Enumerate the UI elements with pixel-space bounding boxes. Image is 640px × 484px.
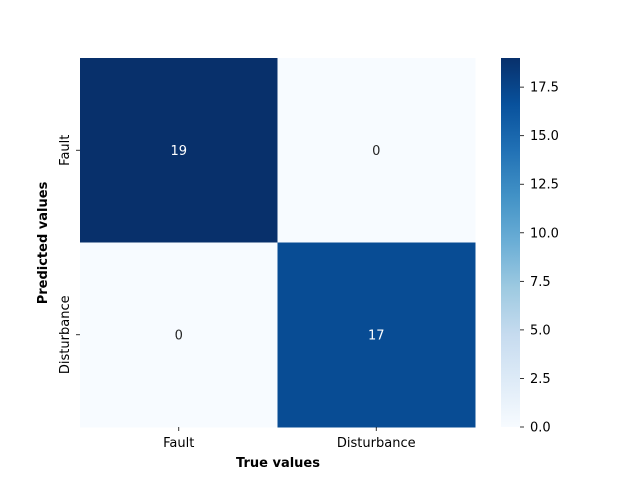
y-tick-label: Fault <box>58 135 73 166</box>
colorbar-gradient <box>501 58 520 427</box>
cell-annotations: 19 0 0 17 <box>170 144 384 344</box>
colorbar-tick-label: 7.5 <box>530 275 551 290</box>
heatmap-cell <box>80 242 278 428</box>
x-axis-ticks: Fault Disturbance <box>163 427 416 451</box>
cell-value-label: 0 <box>175 328 183 343</box>
cell-value-label: 0 <box>372 144 380 159</box>
colorbar-tick-label: 12.5 <box>530 178 559 193</box>
heatmap-cell <box>277 58 476 243</box>
y-tick-label: Disturbance <box>58 295 73 374</box>
heatmap-cell <box>277 242 476 428</box>
cell-value-label: 17 <box>368 328 385 343</box>
heatmap-cell <box>80 58 278 243</box>
x-tick-label: Fault <box>163 436 194 451</box>
x-tick-label: Disturbance <box>337 436 416 451</box>
colorbar-tick-label: 15.0 <box>530 129 559 144</box>
cell-value-label: 19 <box>170 144 187 159</box>
y-axis-label: Predicted values <box>36 181 51 304</box>
colorbar-tick-label: 0.0 <box>530 421 551 436</box>
colorbar: 0.0 2.5 5.0 7.5 10.0 12.5 15.0 17.5 <box>501 58 559 436</box>
x-axis-label: True values <box>236 456 320 471</box>
colorbar-tick-label: 5.0 <box>530 323 551 338</box>
y-axis-ticks: Fault Disturbance <box>58 135 80 374</box>
colorbar-tick-label: 17.5 <box>530 81 559 96</box>
heatmap-cells <box>80 58 476 428</box>
colorbar-tick-label: 10.0 <box>530 226 559 241</box>
colorbar-ticks: 0.0 2.5 5.0 7.5 10.0 12.5 15.0 17.5 <box>520 81 559 436</box>
colorbar-tick-label: 2.5 <box>530 372 551 387</box>
